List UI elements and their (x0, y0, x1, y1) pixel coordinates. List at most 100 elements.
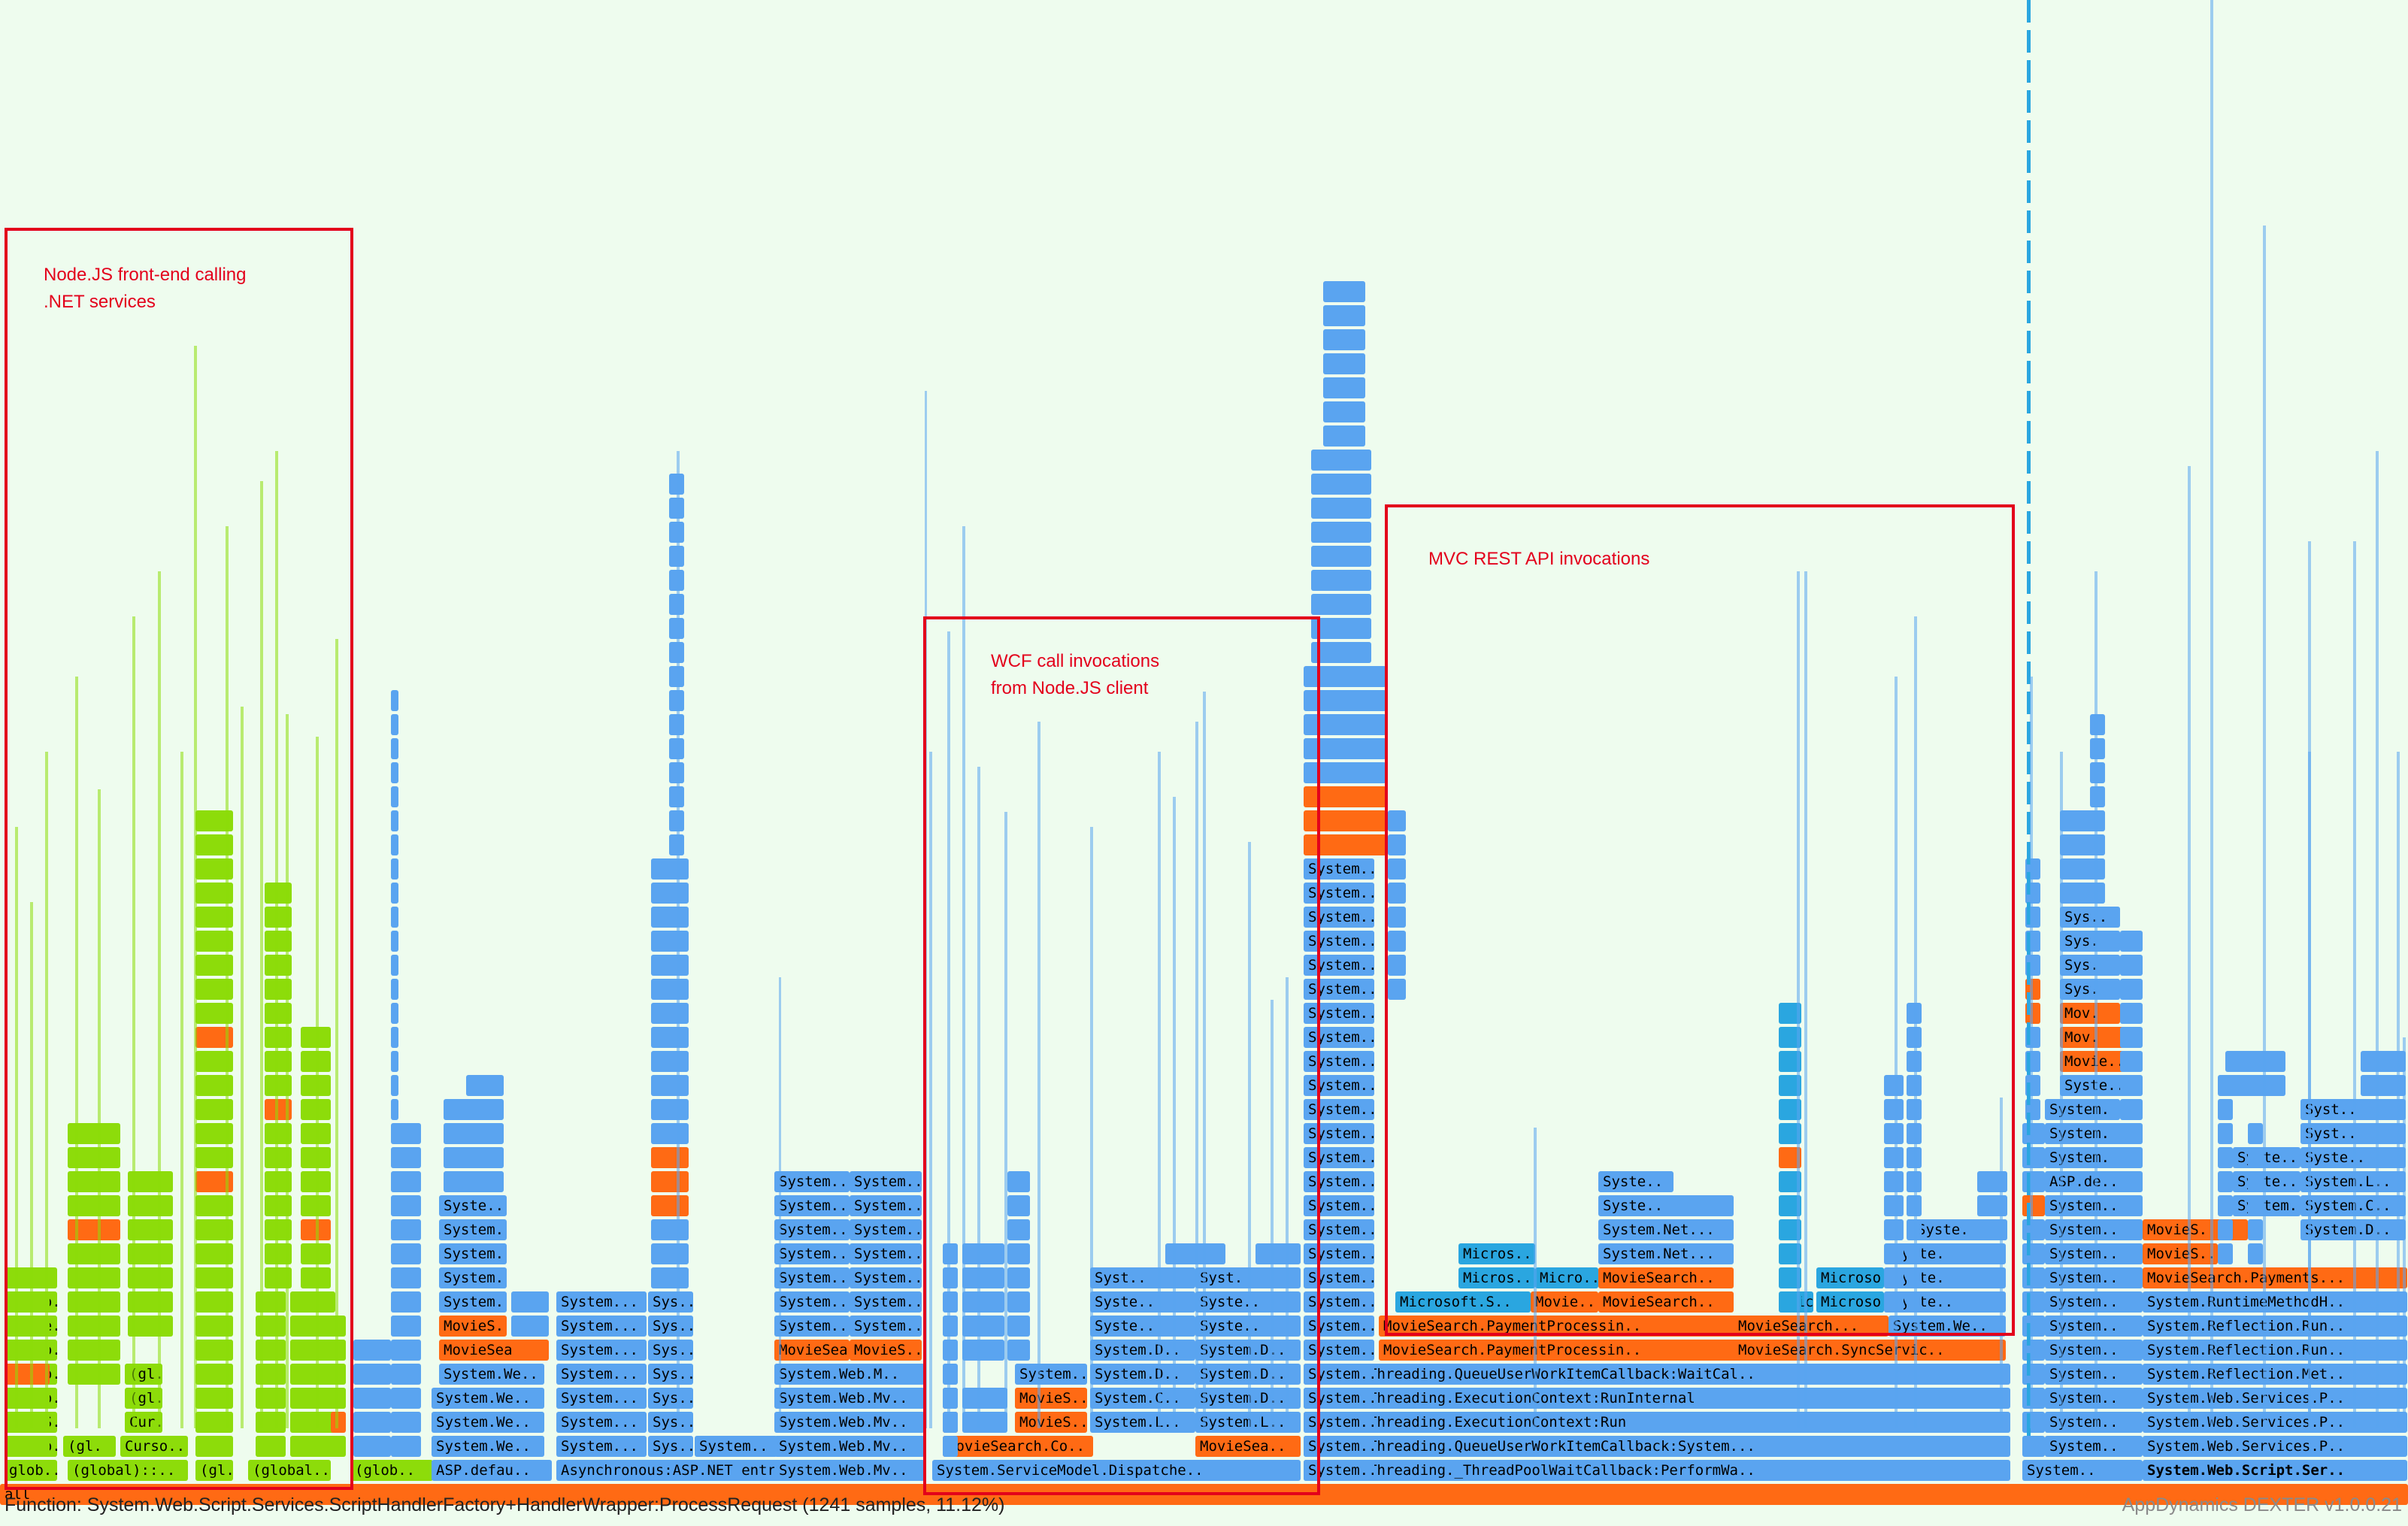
frame[interactable] (2027, 1233, 2031, 1255)
frame[interactable]: System.Web.Mv.. (774, 1388, 925, 1409)
frame[interactable] (391, 1436, 421, 1457)
frame[interactable] (2000, 1098, 2003, 1428)
frame[interactable] (2027, 391, 2031, 413)
frame[interactable] (1884, 1291, 1904, 1313)
frame[interactable]: Sys.. (648, 1316, 693, 1337)
frame[interactable] (2027, 1293, 2031, 1316)
frame[interactable] (2090, 786, 2105, 807)
frame[interactable]: System.. (1304, 1195, 1374, 1216)
frame[interactable] (98, 789, 101, 1428)
frame[interactable] (962, 1412, 1007, 1433)
frame[interactable]: System.. (1304, 858, 1374, 880)
frame[interactable]: System.. (1304, 1436, 1374, 1457)
frame[interactable] (2120, 1075, 2143, 1096)
frame[interactable] (290, 1388, 335, 1409)
frame[interactable]: Sys.. (648, 1364, 693, 1385)
frame[interactable] (2218, 1123, 2233, 1144)
frame[interactable] (651, 1171, 689, 1192)
frame[interactable]: MovieSearch.. (1598, 1267, 1734, 1288)
frame[interactable] (651, 1243, 689, 1264)
frame[interactable]: System... (439, 1267, 507, 1288)
frame[interactable] (2218, 1171, 2233, 1192)
frame[interactable]: System.. (850, 1195, 922, 1216)
frame[interactable] (1884, 1171, 1904, 1192)
frame[interactable] (2022, 1267, 2045, 1288)
frame[interactable] (5, 1364, 50, 1385)
frame[interactable] (331, 1340, 346, 1361)
frame[interactable]: System.Web.Mv.. (774, 1412, 925, 1433)
frame[interactable] (1158, 752, 1161, 1428)
frame[interactable]: Sys. (2060, 955, 2120, 976)
frame[interactable] (2022, 1388, 2045, 1409)
frame[interactable] (1804, 571, 1807, 1428)
frame[interactable] (1388, 931, 1406, 952)
frame[interactable]: Micros.. (1458, 1243, 1535, 1264)
frame[interactable] (290, 1436, 335, 1457)
frame[interactable] (2027, 872, 2031, 895)
frame[interactable] (331, 1388, 346, 1409)
frame[interactable] (1323, 281, 1365, 302)
frame[interactable] (353, 1340, 391, 1361)
frame[interactable] (943, 1291, 958, 1313)
frame[interactable] (651, 883, 689, 904)
frame[interactable] (962, 1291, 1004, 1313)
frame[interactable] (2248, 1123, 2263, 1144)
frame[interactable] (651, 1219, 689, 1240)
frame[interactable]: System.Threading.QueueUserWorkItemCallba… (1304, 1436, 2010, 1457)
frame[interactable] (2027, 631, 2031, 654)
frame[interactable] (2027, 210, 2031, 233)
frame[interactable]: Mov. (2060, 1003, 2120, 1024)
frame[interactable]: System.. (850, 1316, 922, 1337)
frame[interactable] (1388, 810, 1406, 831)
frame[interactable] (651, 907, 689, 928)
frame[interactable] (353, 1364, 391, 1385)
frame[interactable] (2225, 1075, 2285, 1096)
frame[interactable]: Microsoft.S.. (1395, 1291, 1531, 1313)
frame[interactable]: glob.. (5, 1460, 57, 1481)
frame[interactable] (2060, 834, 2105, 855)
frame[interactable]: System.. (1304, 1267, 1374, 1288)
frame[interactable] (1884, 1099, 1904, 1120)
frame[interactable] (1286, 977, 1289, 1428)
frame[interactable]: System.Web.Services.P.. (2143, 1436, 2407, 1457)
frame[interactable]: System... (556, 1436, 647, 1457)
frame[interactable] (1007, 1316, 1030, 1337)
frame[interactable] (2027, 30, 2031, 53)
frame[interactable]: System... (556, 1364, 647, 1385)
frame[interactable] (331, 1412, 346, 1433)
frame[interactable] (2027, 1263, 2031, 1285)
frame[interactable] (391, 1195, 421, 1216)
frame[interactable] (1007, 1243, 1030, 1264)
frame[interactable] (391, 1412, 421, 1433)
frame[interactable]: Syste.. (1090, 1291, 1195, 1313)
frame[interactable] (391, 979, 398, 1000)
frame[interactable] (2353, 541, 2356, 1428)
frame[interactable]: System.Threading.ExecutionContext:Run (1304, 1412, 2010, 1433)
frame[interactable] (2120, 979, 2143, 1000)
frame[interactable]: Sys. (2060, 931, 2120, 952)
frame[interactable] (290, 1364, 335, 1385)
frame[interactable] (391, 738, 398, 759)
frame[interactable] (1311, 546, 1371, 567)
frame[interactable] (335, 639, 338, 1428)
frame[interactable] (2030, 677, 2033, 1428)
frame[interactable] (2060, 810, 2105, 831)
frame[interactable] (962, 1340, 1004, 1361)
frame[interactable]: System... (439, 1291, 507, 1313)
frame[interactable] (391, 907, 398, 928)
frame[interactable]: (gl. (125, 1364, 162, 1385)
frame[interactable] (391, 1027, 398, 1048)
frame[interactable] (2218, 1219, 2233, 1240)
frame[interactable]: MovieS.. (850, 1340, 922, 1361)
frame[interactable] (2218, 1243, 2233, 1264)
frame[interactable] (1884, 1123, 1904, 1144)
frame[interactable] (779, 977, 781, 1428)
frame[interactable] (2120, 1099, 2143, 1120)
frame[interactable] (391, 1243, 421, 1264)
frame[interactable]: System.We.. (432, 1436, 544, 1457)
frame[interactable]: (gl. (195, 1460, 233, 1481)
frame[interactable] (391, 762, 398, 783)
frame[interactable] (2060, 752, 2063, 1428)
frame[interactable] (195, 1436, 233, 1457)
frame[interactable]: System.Reflection.Run.. (2143, 1340, 2407, 1361)
